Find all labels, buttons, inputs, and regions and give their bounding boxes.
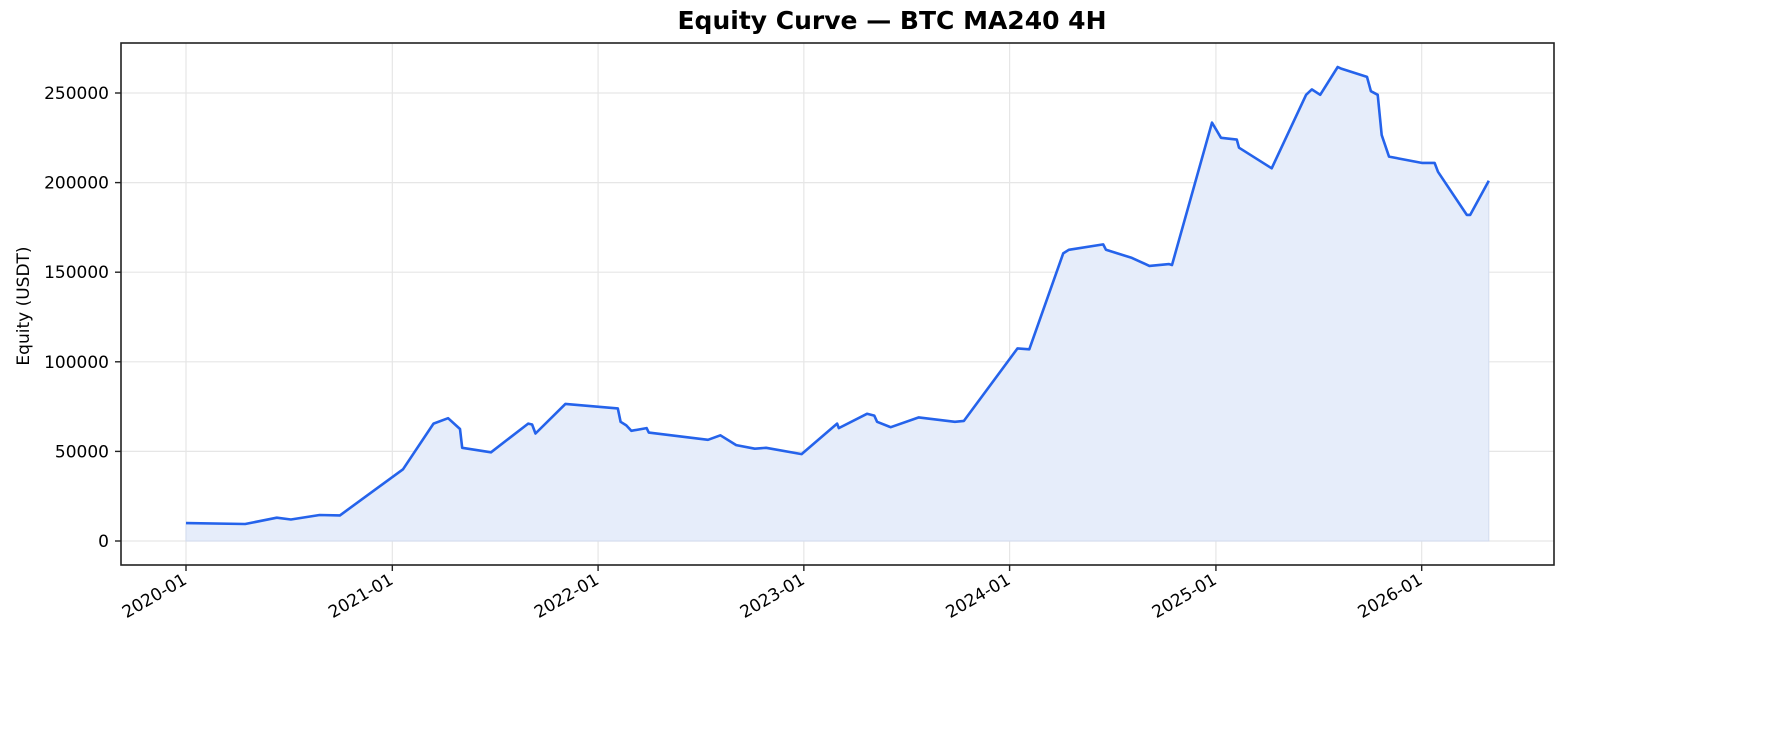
y-tick-label: 250000	[44, 84, 109, 104]
x-tick-label: 2025-01	[1149, 570, 1221, 623]
x-tick-label: 2023-01	[737, 570, 809, 623]
equity-area-fill	[185, 66, 1490, 542]
plot-frame	[120, 42, 1555, 566]
x-axis-ticks: 2020-01 2021-01 2022-01 2023-01 2024-01 2025-…	[119, 565, 1426, 623]
x-tick-label: 2020-01	[119, 570, 191, 623]
y-tick-label: 200000	[44, 174, 109, 194]
y-tick-label: 0	[98, 532, 109, 552]
x-tick-label: 2021-01	[325, 570, 397, 623]
x-tick-label: 2022-01	[531, 570, 603, 623]
x-tick-label: 2024-01	[943, 570, 1015, 623]
y-tick-label: 150000	[44, 263, 109, 283]
chart-title: Equity Curve — BTC MA240 4H	[677, 6, 1107, 35]
y-tick-label: 50000	[55, 442, 109, 462]
y-axis-ticks: 0 50000 100000 150000 200000 250000	[44, 84, 121, 552]
y-tick-label: 100000	[44, 353, 109, 373]
equity-line	[185, 65, 1490, 526]
x-tick-label: 2026-01	[1355, 570, 1427, 623]
